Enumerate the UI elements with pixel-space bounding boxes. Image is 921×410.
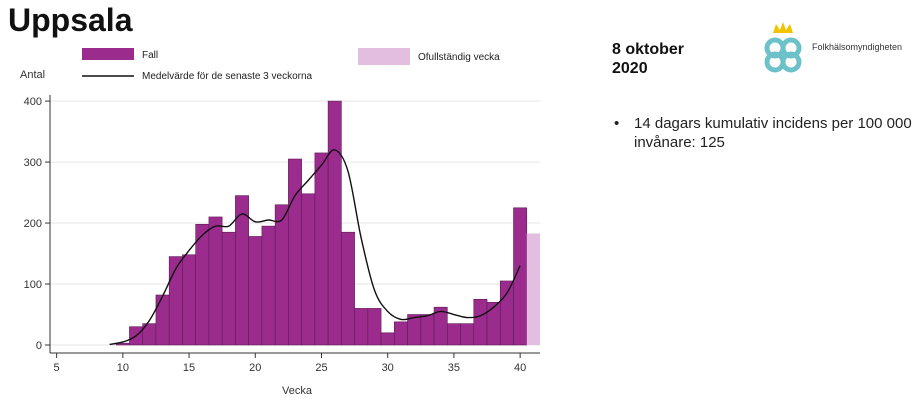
bar: [499, 280, 514, 346]
slide-title: Uppsala: [8, 2, 133, 38]
x-tick-label: 15: [183, 362, 195, 374]
x-axis-label: Vecka: [282, 385, 313, 397]
bar: [301, 193, 316, 346]
x-tick-label: 25: [315, 362, 327, 374]
bar: [208, 216, 223, 346]
legend-label-fall: Fall: [142, 50, 158, 61]
y-tick-label: 0: [36, 340, 42, 352]
bar: [221, 231, 236, 346]
bar: [380, 332, 395, 346]
bar: [195, 223, 210, 346]
bar: [420, 314, 435, 346]
x-axis: 5 10 15 20 25 30 35 40: [50, 352, 540, 374]
bar: [314, 152, 329, 346]
y-axis: 0 100 200 300 400: [24, 95, 51, 353]
legend-label-mean: Medelvärde för de senaste 3 veckorna: [142, 71, 313, 82]
legend-swatch-incomplete: [358, 48, 410, 65]
bar: [446, 323, 461, 346]
mean-line: [109, 149, 521, 346]
bar-incomplete: [526, 233, 540, 345]
bar: [473, 298, 488, 346]
bar: [248, 236, 263, 346]
bar: [394, 321, 408, 346]
bar: [155, 294, 170, 346]
chart: 0 100 200 300 400 5 10 15 20 25 30 35 40 Antal Veck…: [20, 48, 540, 397]
y-axis-label: Antal: [20, 69, 45, 81]
crown-icon: [773, 22, 793, 33]
bars: [115, 100, 540, 346]
bar: [182, 254, 196, 346]
x-tick-label: 40: [514, 362, 526, 374]
bar: [261, 225, 276, 346]
bullet-list: • 14 dagars kumulativ incidens per 100 0…: [614, 114, 914, 152]
bar: [274, 204, 289, 346]
x-tick-label: 35: [448, 362, 460, 374]
bullet-dot-icon: •: [614, 115, 620, 132]
y-tick-label: 300: [24, 157, 42, 169]
x-tick-label: 5: [54, 362, 60, 374]
bar: [288, 158, 302, 346]
y-tick-label: 200: [24, 218, 42, 230]
bar: [513, 207, 528, 346]
logo: Folkhälsomyndigheten: [756, 18, 916, 74]
bar: [354, 308, 369, 346]
legend-label-incomplete: Ofullständig vecka: [418, 52, 500, 63]
x-tick-label: 20: [249, 362, 261, 374]
bar: [327, 100, 342, 346]
legend-swatch-fall: [82, 48, 134, 60]
y-tick-label: 100: [24, 279, 42, 291]
x-tick-label: 10: [117, 362, 129, 374]
x-tick-label: 30: [382, 362, 394, 374]
bullet-item: • 14 dagars kumulativ incidens per 100 0…: [614, 114, 914, 152]
bar: [486, 302, 501, 346]
logo-emblem-icon: [764, 22, 802, 73]
bar: [460, 323, 475, 346]
bullet-text: 14 dagars kumulativ incidens per 100 000…: [634, 115, 912, 151]
bar: [367, 308, 382, 346]
bar: [341, 231, 355, 346]
y-tick-label: 400: [24, 96, 42, 108]
slide-date: 8 oktober 2020: [612, 41, 685, 77]
logo-text: Folkhälsomyndigheten: [812, 42, 903, 52]
legend: Fall Medelvärde för de senaste 3 veckorn…: [82, 48, 500, 82]
